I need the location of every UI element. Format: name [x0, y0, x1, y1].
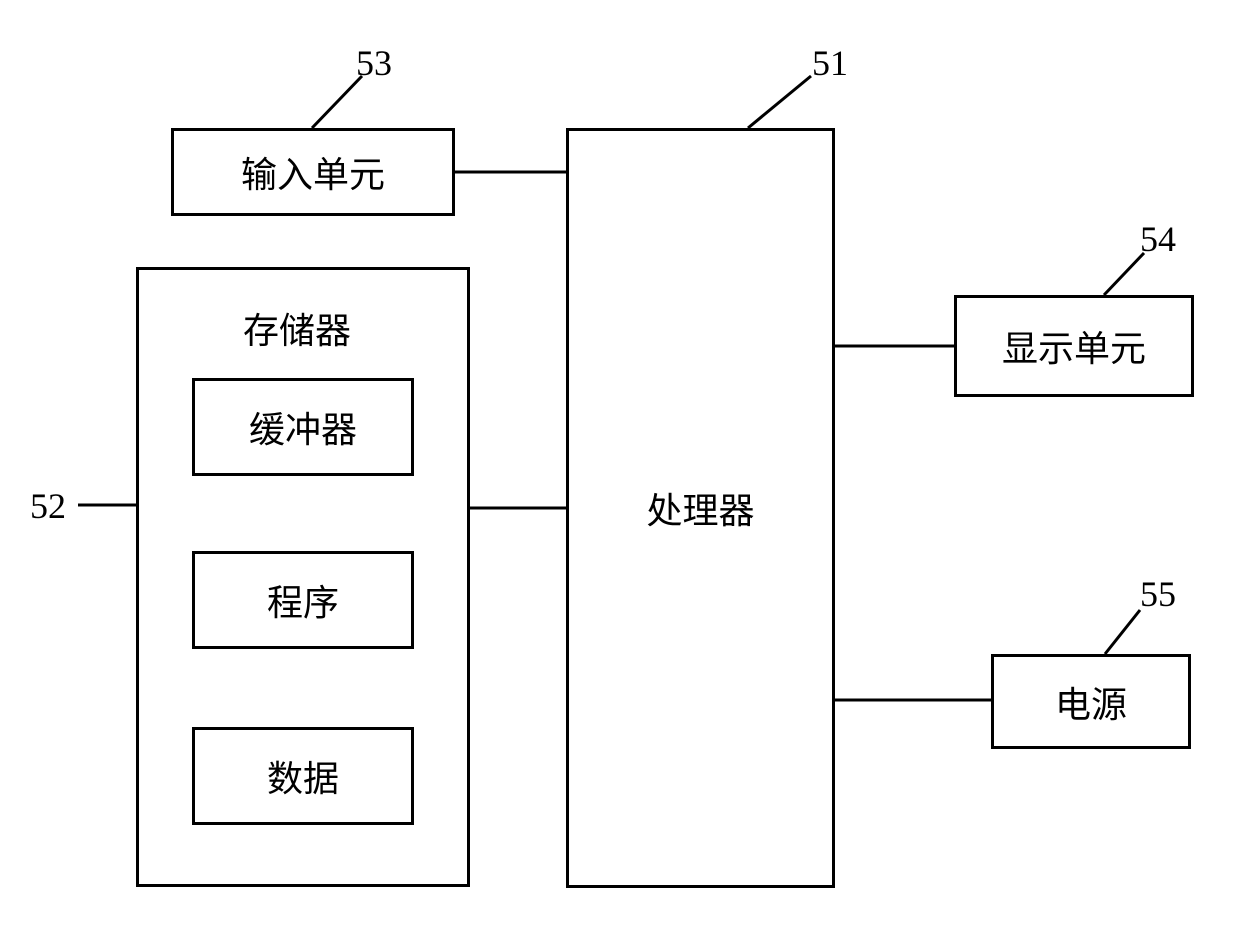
program-box: 程序: [192, 551, 414, 649]
memory-label: 存储器: [243, 311, 351, 351]
ref-label-55: 55: [1140, 573, 1176, 615]
buffer-box: 缓冲器: [192, 378, 414, 476]
ref-label-53: 53: [356, 42, 392, 84]
input-unit-box: 输入单元: [171, 128, 455, 216]
buffer-label: 缓冲器: [249, 401, 357, 453]
block-diagram: 输入单元 存储器 缓冲器 程序 数据 处理器 显示单元 电源 53 51 52 …: [0, 0, 1240, 936]
memory-title: 存储器: [243, 302, 351, 354]
processor-label: 处理器: [646, 482, 754, 534]
input-unit-label: 输入单元: [241, 146, 385, 198]
display-unit-label: 显示单元: [1002, 320, 1146, 372]
power-box: 电源: [991, 654, 1191, 749]
processor-box: 处理器: [566, 128, 835, 888]
ref-label-52: 52: [30, 485, 66, 527]
program-label: 程序: [267, 574, 339, 626]
data-box: 数据: [192, 727, 414, 825]
power-label: 电源: [1055, 676, 1127, 728]
display-unit-box: 显示单元: [954, 295, 1194, 397]
data-label: 数据: [267, 750, 339, 802]
ref-label-54: 54: [1140, 218, 1176, 260]
ref-label-51: 51: [812, 42, 848, 84]
